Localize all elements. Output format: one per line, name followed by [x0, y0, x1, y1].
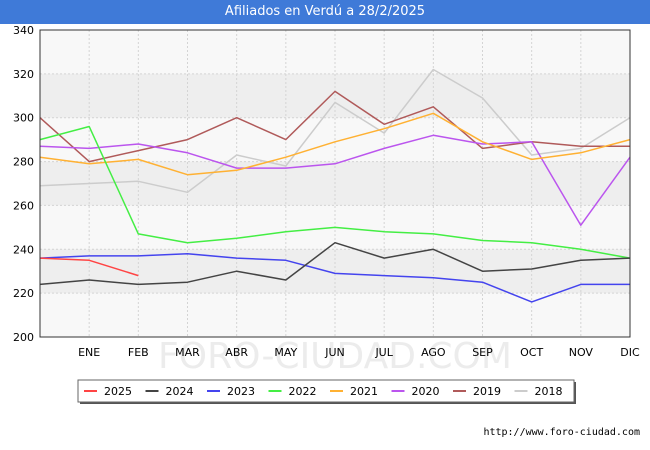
series-line-2023	[39, 252, 630, 303]
legend-label-2019: 2019	[473, 385, 501, 398]
y-tick-label: 240	[13, 243, 34, 256]
legend-label-2021: 2021	[350, 385, 378, 398]
series-line-2022	[39, 125, 631, 259]
series-line-2018	[39, 68, 631, 194]
y-tick-label: 220	[13, 287, 34, 300]
legend-label-2024: 2024	[166, 385, 194, 398]
y-tick-label: 300	[13, 112, 34, 125]
x-tick-label: NOV	[569, 346, 594, 359]
x-tick-label: JUN	[324, 346, 345, 359]
series-line-2024	[39, 241, 631, 286]
x-tick-label: AGO	[421, 346, 446, 359]
legend-label-2023: 2023	[227, 385, 255, 398]
legend-label-2025: 2025	[104, 385, 132, 398]
y-tick-label: 200	[13, 331, 34, 344]
y-tick-label: 320	[13, 68, 34, 81]
plot-border	[39, 29, 631, 338]
x-tick-label: ABR	[225, 346, 248, 359]
series-line-2025	[39, 257, 139, 277]
x-tick-label: ENE	[78, 346, 100, 359]
x-tick-label: FEB	[128, 346, 149, 359]
x-tick-label: OCT	[520, 346, 543, 359]
x-tick-label: SEP	[472, 346, 493, 359]
watermark: FORO-CIUDAD.COM	[158, 336, 512, 377]
legend-label-2018: 2018	[535, 385, 563, 398]
source-label: http://www.foro-ciudad.com	[483, 427, 640, 438]
y-tick-label: 280	[13, 156, 34, 169]
legend-box	[77, 379, 575, 403]
y-tick-label: 340	[13, 24, 34, 37]
x-tick-label: JUL	[374, 346, 393, 359]
x-tick-label: MAR	[175, 346, 200, 359]
series-line-2021	[39, 112, 631, 176]
chart-title: Afiliados en Verdú a 28/2/2025	[0, 0, 650, 24]
legend-label-2022: 2022	[289, 385, 317, 398]
legend-label-2020: 2020	[412, 385, 440, 398]
series-line-2020	[39, 134, 631, 226]
x-tick-label: MAY	[274, 346, 297, 359]
y-tick-label: 260	[13, 199, 34, 212]
x-tick-label: DIC	[620, 346, 640, 359]
